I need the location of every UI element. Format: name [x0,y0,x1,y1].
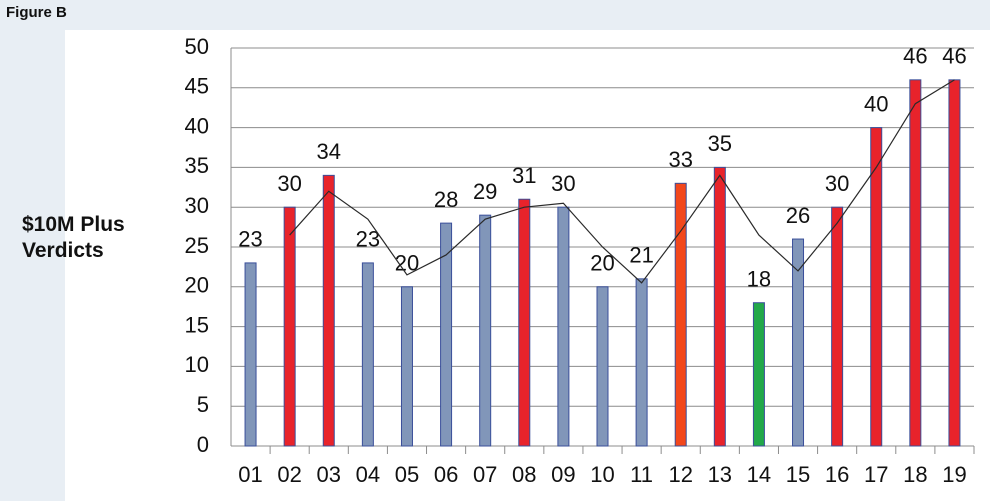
data-label: 30 [551,171,575,196]
data-label: 33 [668,147,692,172]
bar [635,278,648,447]
bar [440,222,453,447]
x-tick-label: 17 [864,462,888,487]
x-tick-label: 19 [942,462,966,487]
trend-line [289,79,955,284]
x-tick-label: 11 [630,462,653,487]
bar [596,286,609,447]
x-tick-label: 09 [551,462,575,487]
x-tick-label: 12 [668,462,692,487]
data-label: 28 [434,187,458,212]
x-tick-label: 02 [277,462,301,487]
y-tick-label: 5 [197,392,209,417]
bar [792,238,805,447]
y-tick-label: 10 [185,352,209,377]
y-tick-label: 25 [185,233,209,258]
bar [244,262,257,447]
y-tick-label: 15 [185,312,209,337]
data-label: 40 [864,91,888,116]
bar [870,127,883,447]
x-tick-label: 10 [590,462,614,487]
y-tick-label: 20 [185,273,209,298]
data-label: 18 [747,267,771,292]
bar [674,182,687,447]
y-tick-label: 40 [185,113,209,138]
x-tick-label: 03 [317,462,341,487]
data-label: 30 [277,171,301,196]
x-tick-label: 01 [238,462,262,487]
bar [831,206,844,447]
x-tick-label: 07 [473,462,497,487]
bar [948,79,961,447]
y-axis-title: $10M Plus Verdicts [22,213,125,263]
y-tick-label: 50 [185,34,209,59]
x-tick-label: 15 [786,462,810,487]
data-label: 35 [708,131,732,156]
data-label: 30 [825,171,849,196]
bar [283,206,296,447]
y-tick-label: 45 [185,74,209,99]
bar [400,286,413,447]
bar [361,262,374,447]
bar [752,302,765,447]
bar [713,166,726,447]
data-label: 46 [942,44,966,69]
data-label: 23 [238,227,262,252]
data-label: 34 [317,139,341,164]
data-label: 31 [512,163,536,188]
x-tick-label: 06 [434,462,458,487]
figure-title: Figure B [6,4,67,21]
data-label: 26 [786,203,810,228]
bar [479,214,492,447]
bar [322,174,335,447]
x-tick-label: 08 [512,462,536,487]
data-label: 29 [473,179,497,204]
x-tick-label: 14 [747,462,771,487]
data-label: 46 [903,44,927,69]
x-tick-label: 18 [903,462,927,487]
bar [557,206,570,447]
bar [518,198,531,447]
y-tick-label: 0 [197,432,209,457]
x-tick-label: 16 [825,462,849,487]
bar [909,79,922,447]
x-tick-label: 04 [356,462,380,487]
x-tick-label: 05 [395,462,419,487]
y-tick-label: 30 [185,193,209,218]
y-tick-label: 35 [185,153,209,178]
data-label: 21 [629,243,653,268]
x-tick-label: 13 [708,462,732,487]
